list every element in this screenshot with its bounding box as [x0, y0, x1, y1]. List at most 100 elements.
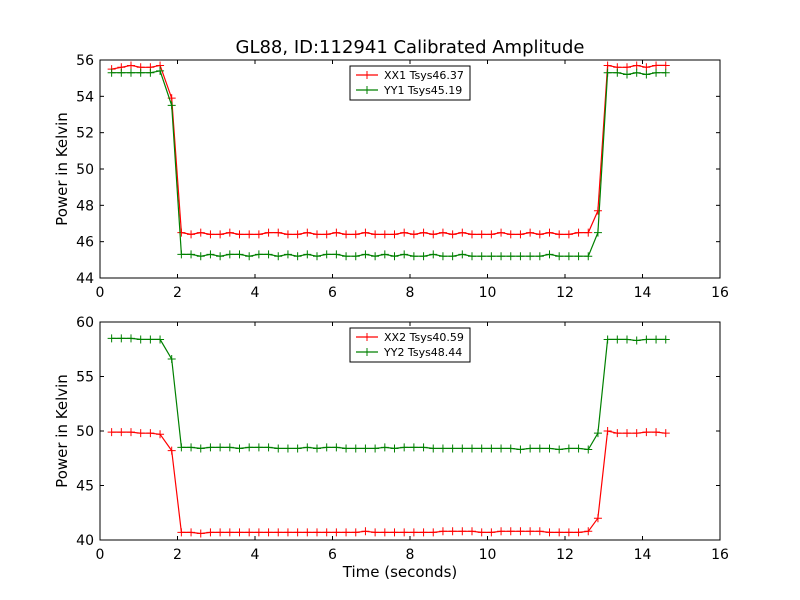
data-point — [468, 252, 476, 261]
data-point — [156, 430, 165, 439]
data-point — [574, 444, 583, 453]
data-point — [593, 514, 602, 523]
data-point — [380, 443, 389, 452]
y-tick-label: 46 — [76, 235, 94, 251]
data-point — [477, 444, 486, 453]
data-point — [264, 443, 273, 452]
data-point — [458, 527, 467, 536]
data-point — [545, 250, 554, 259]
data-point — [136, 68, 145, 77]
data-point — [332, 443, 341, 452]
data-point — [117, 428, 126, 437]
data-point — [274, 252, 283, 261]
data-point — [390, 230, 399, 239]
legend: XX2 Tsys40.59 YY2 Tsys48.44 — [349, 327, 471, 363]
figure-title: GL88, ID:112941 Calibrated Amplitude — [236, 37, 585, 58]
data-point — [177, 443, 186, 452]
data-point — [506, 230, 515, 239]
data-point — [438, 228, 447, 237]
data-point — [283, 444, 292, 453]
series-1 — [107, 427, 670, 538]
data-point — [487, 252, 496, 261]
data-point — [419, 528, 428, 537]
data-point — [390, 528, 399, 537]
data-point — [235, 250, 244, 259]
data-point — [545, 528, 554, 537]
data-point — [196, 228, 205, 237]
data-point — [487, 528, 496, 537]
data-point — [613, 68, 622, 77]
data-point — [177, 528, 186, 537]
data-point — [293, 444, 302, 453]
x-tick-label: 14 — [634, 285, 652, 301]
x-tick-label: 10 — [479, 547, 497, 563]
data-point — [390, 252, 399, 261]
data-point — [146, 429, 155, 438]
data-point — [332, 228, 341, 237]
data-point — [535, 527, 544, 536]
data-point — [642, 63, 651, 72]
data-point — [477, 528, 486, 537]
data-point — [535, 230, 544, 239]
data-point — [380, 250, 389, 259]
y-tick-label: 50 — [76, 162, 94, 178]
data-point — [623, 429, 631, 438]
data-point — [303, 528, 312, 537]
data-point — [574, 252, 583, 261]
data-point — [584, 445, 593, 454]
data-point — [545, 228, 554, 237]
data-point — [351, 444, 360, 453]
data-point — [107, 68, 116, 77]
x-tick-label: 2 — [173, 547, 182, 563]
y-tick-label: 60 — [76, 315, 94, 331]
data-point — [419, 252, 428, 261]
data-point — [351, 528, 360, 537]
y-axis-label: Power in Kelvin — [53, 112, 71, 226]
legend-box — [349, 327, 471, 363]
data-point — [225, 443, 234, 452]
data-point — [167, 355, 176, 364]
data-point — [156, 335, 165, 344]
data-point — [283, 250, 292, 259]
data-point — [216, 230, 225, 239]
data-point — [107, 428, 116, 437]
data-point — [593, 206, 602, 215]
data-point — [303, 228, 312, 237]
series-2 — [107, 334, 670, 454]
data-point — [613, 429, 622, 438]
data-point — [235, 230, 244, 239]
data-point — [313, 444, 321, 453]
data-point — [477, 230, 486, 239]
data-point — [661, 429, 670, 438]
series-line — [111, 70, 666, 257]
data-point — [303, 443, 312, 452]
data-point — [419, 443, 428, 452]
data-point — [206, 230, 215, 239]
data-point — [361, 250, 370, 259]
data-point — [487, 444, 496, 453]
data-point — [342, 528, 351, 537]
data-point — [545, 444, 554, 453]
data-point — [196, 444, 205, 453]
data-point — [448, 230, 457, 239]
data-point — [245, 443, 254, 452]
data-point — [264, 228, 273, 237]
data-point — [177, 228, 186, 237]
data-point — [293, 528, 302, 537]
data-point — [632, 429, 641, 438]
data-point — [342, 230, 351, 239]
data-point — [623, 335, 631, 344]
y-tick-label: 44 — [76, 271, 94, 287]
x-tick-label: 8 — [406, 285, 415, 301]
data-point — [506, 252, 515, 261]
data-point — [216, 528, 225, 537]
y-tick-label: 45 — [76, 479, 94, 495]
data-point — [652, 68, 661, 77]
data-point — [313, 252, 321, 261]
data-point — [400, 250, 409, 259]
data-point — [264, 250, 273, 259]
data-point — [400, 443, 409, 452]
data-point — [506, 444, 515, 453]
data-point — [216, 443, 225, 452]
